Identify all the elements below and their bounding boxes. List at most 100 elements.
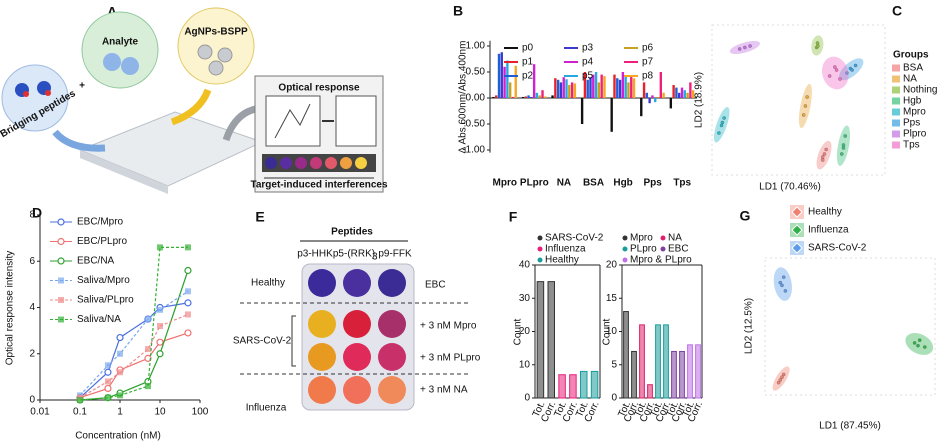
data-point bbox=[184, 244, 191, 251]
data-point bbox=[801, 113, 806, 117]
bar bbox=[655, 324, 661, 399]
data-point bbox=[815, 41, 820, 45]
analyte-label: Analyte bbox=[102, 37, 139, 48]
well-color bbox=[265, 157, 277, 169]
y-axis-label: Optical response intensity bbox=[5, 251, 16, 366]
data-point bbox=[156, 350, 164, 358]
well-color bbox=[280, 157, 292, 169]
data-point bbox=[104, 384, 112, 393]
x-tick-label: BSA bbox=[583, 178, 604, 189]
optical-title: Optical response bbox=[278, 83, 360, 94]
bar bbox=[621, 72, 625, 98]
panel-label: F bbox=[509, 209, 518, 225]
bar bbox=[532, 64, 536, 98]
data-point bbox=[916, 343, 920, 348]
bar bbox=[503, 66, 506, 98]
legend-label: Nothing bbox=[903, 85, 937, 96]
data-point bbox=[184, 329, 192, 337]
bar bbox=[630, 76, 633, 98]
x-axis-label: Concentration (nM) bbox=[75, 431, 161, 442]
well bbox=[378, 310, 406, 338]
row-label: Influenza bbox=[246, 403, 287, 414]
bar bbox=[547, 281, 555, 399]
bar bbox=[623, 311, 629, 399]
y-tick-label: 0.00 bbox=[466, 93, 486, 104]
data-point bbox=[776, 380, 781, 385]
data-point bbox=[816, 44, 820, 48]
group-ellipse bbox=[905, 333, 934, 355]
bar bbox=[568, 85, 571, 98]
y-tick-label: 30 bbox=[519, 293, 531, 304]
legend-label: p8 bbox=[642, 71, 654, 82]
bar bbox=[613, 74, 616, 98]
y-tick-label: 8 bbox=[29, 210, 35, 221]
legend-label: EBC/Mpro bbox=[77, 217, 124, 228]
bar bbox=[573, 83, 577, 98]
bar bbox=[497, 53, 501, 98]
well-color bbox=[295, 157, 307, 169]
bar bbox=[562, 77, 565, 98]
bar bbox=[647, 384, 653, 399]
y-tick-label: 10 bbox=[606, 326, 618, 337]
legend-marker bbox=[57, 237, 65, 246]
legend-label: BSA bbox=[903, 63, 923, 74]
bar bbox=[530, 96, 533, 98]
bar bbox=[495, 95, 498, 98]
y-tick-label: 5 bbox=[611, 359, 617, 370]
legend-marker bbox=[892, 141, 900, 149]
legend-label: p7 bbox=[642, 57, 654, 68]
bar bbox=[527, 95, 530, 98]
data-point bbox=[748, 44, 752, 48]
well bbox=[308, 310, 336, 338]
bar bbox=[570, 82, 574, 98]
x-tick-label: PLpro bbox=[520, 178, 549, 189]
well bbox=[378, 376, 406, 404]
legend-label: Mpro bbox=[630, 233, 653, 244]
y-tick-label: 6 bbox=[29, 256, 35, 267]
legend-label: p5 bbox=[582, 71, 594, 82]
data-point bbox=[117, 350, 123, 357]
legend-marker bbox=[58, 297, 64, 303]
agnps-bubble bbox=[177, 7, 255, 85]
x-axis-label: LD1 (70.46%) bbox=[759, 182, 821, 193]
data-point bbox=[104, 394, 111, 401]
legend-marker bbox=[791, 242, 803, 254]
series-line bbox=[79, 332, 189, 399]
bar bbox=[603, 76, 606, 98]
bar bbox=[544, 96, 547, 98]
bar bbox=[642, 82, 646, 98]
legend-label: p6 bbox=[642, 43, 654, 54]
x-tick-label: 10 bbox=[154, 407, 166, 418]
legend-marker bbox=[58, 316, 64, 323]
legend-marker bbox=[892, 64, 900, 72]
x-axis-label: LD1 (87.45%) bbox=[819, 421, 881, 432]
plot-frame bbox=[711, 24, 886, 176]
data-point bbox=[781, 275, 786, 279]
data-point bbox=[104, 368, 112, 376]
bar bbox=[592, 74, 595, 98]
legend-marker bbox=[892, 75, 900, 83]
legend-label: SARS-CoV-2 bbox=[808, 243, 867, 254]
data-point bbox=[720, 120, 725, 125]
legend-marker bbox=[892, 86, 900, 94]
data-point bbox=[917, 338, 922, 342]
bar bbox=[680, 87, 684, 98]
series-line bbox=[79, 290, 189, 396]
agnp-icon bbox=[217, 47, 233, 63]
y-tick-label: 20 bbox=[606, 260, 618, 271]
y-tick-label: 0.50 bbox=[466, 67, 486, 78]
x-tick-label: Hgb bbox=[613, 178, 632, 189]
chart-panel: D Optical response intensity Concentration… bbox=[5, 205, 209, 442]
analyte-bubble bbox=[81, 11, 159, 89]
tem-image bbox=[265, 95, 321, 147]
bar bbox=[639, 324, 645, 399]
data-point bbox=[184, 311, 191, 318]
y-tick-label: 1.00 bbox=[466, 41, 486, 52]
x-tick-label: Mpro bbox=[493, 178, 517, 189]
data-point bbox=[104, 362, 111, 369]
plot-frame bbox=[764, 257, 936, 396]
bar bbox=[672, 85, 675, 98]
legend-swatch bbox=[660, 235, 666, 241]
data-point bbox=[144, 383, 151, 390]
